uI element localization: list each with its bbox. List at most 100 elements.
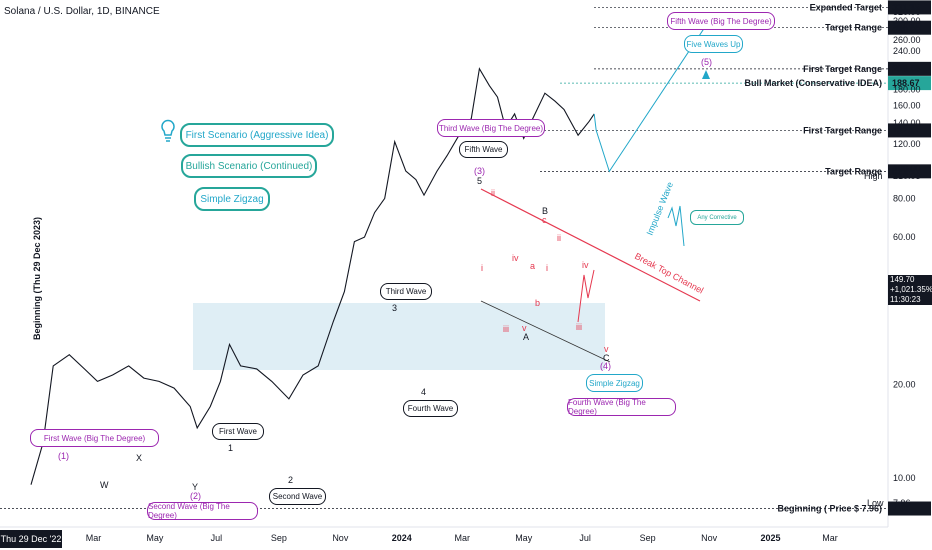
wave-label-1-big: (1) (58, 451, 69, 461)
level-label-0: Expanded Target (810, 2, 882, 12)
level-label-5: Target Range (825, 166, 882, 176)
beginning-vertical-label: Beginning (Thu 29 Dec 2023) (32, 217, 42, 340)
scenario-box-zigzag: Simple Zigzag (194, 187, 270, 211)
simple-zigzag-box: Simple Zigzag (586, 374, 643, 392)
start-date-tag: Thu 29 Dec '22 (0, 530, 62, 548)
x-tick-11: 2025 (761, 533, 781, 543)
subwave-iii-left: iii (503, 324, 509, 334)
five-waves-up-box: Five Waves Up (684, 35, 743, 53)
subwave-v-mid: v (522, 323, 527, 333)
subwave-iii-right: iii (576, 322, 582, 332)
first-wave-small-box: First Wave (212, 423, 264, 440)
y-tick-5: 100.00 (893, 163, 921, 173)
fourth-wave-big-box: Fourth Wave (Big The Degree) (567, 398, 676, 416)
level-price-tag-6 (888, 501, 931, 516)
x-tick-2: Jul (211, 533, 223, 543)
second-wave-small-box: Second Wave (269, 488, 326, 505)
level-price-value-1: 284.94 (892, 23, 920, 33)
fourth-wave-small-box: Fourth Wave (403, 400, 458, 417)
x-tick-5: 2024 (392, 533, 412, 543)
level-price-value-2: 209.79 (892, 64, 920, 74)
projection-arrowhead (702, 70, 710, 79)
level-label-3: Bull Market (Conservative IDEA) (744, 78, 882, 88)
x-tick-10: Nov (701, 533, 718, 543)
subwave-ii-top: ii (491, 188, 495, 198)
level-price-value-4: 132.67 (892, 125, 920, 135)
top-channel-line (480, 188, 701, 302)
level-price-tag-3 (888, 76, 931, 91)
y-tick-4: 80.00 (893, 193, 916, 203)
level-price-value-3: 188.67 (892, 78, 920, 88)
wave-label-2: 2 (288, 475, 293, 485)
x-tick-3: Sep (271, 533, 287, 543)
chart-title: Solana / U.S. Dollar, 1D, BINANCE (4, 6, 160, 17)
wave-label-y: Y (192, 482, 198, 492)
wave-label-a: A (523, 332, 529, 342)
wave-label-b: B (542, 206, 548, 216)
y-tick-7: 140.00 (893, 118, 921, 128)
y-tick-0: 10.00 (893, 473, 916, 483)
level-price-tag-1 (888, 20, 931, 35)
subwave-v-right: v (604, 344, 609, 354)
low-label: Low (867, 498, 884, 508)
scenario-box-bullish: Bullish Scenario (Continued) (181, 154, 317, 178)
subwave-iv-left: iv (512, 253, 519, 263)
x-tick-4: Nov (332, 533, 349, 543)
x-tick-7: May (515, 533, 533, 543)
y-tick-15: 320.00 (893, 7, 921, 17)
y-tick-8: 160.00 (893, 100, 921, 110)
y-tick-11: 240.00 (893, 46, 921, 56)
fifth-wave-big-box: Fifth Wave (Big The Degree) (667, 12, 775, 30)
level-label-2: First Target Range (803, 64, 882, 74)
level-price-tag-0 (888, 0, 931, 15)
y-tick-12: 260.00 (893, 35, 921, 45)
level-price-value-0: 331.35 (892, 2, 920, 12)
subwave-i-right: i (546, 263, 548, 273)
scenario-box-aggressive: First Scenario (Aggressive Idea) (180, 123, 334, 147)
y-tick-9: 180.00 (893, 84, 921, 94)
low-value: 7.96 (893, 498, 911, 508)
bottom-channel-line (480, 300, 611, 363)
consolidation-zone (193, 303, 605, 370)
y-tick-6: 120.00 (893, 139, 921, 149)
y-tick-14: 300.00 (893, 16, 921, 26)
wave-label-x: X (136, 453, 142, 463)
lightbulb-icon (161, 119, 175, 142)
level-price-value-5: 97.84 (892, 166, 915, 176)
corrective-sketch (667, 205, 685, 247)
x-tick-9: Sep (640, 533, 656, 543)
first-wave-big-box: First Wave (Big The Degree) (30, 429, 159, 447)
current-price-value: 149.70 (890, 275, 915, 284)
x-tick-1: May (146, 533, 164, 543)
y-tick-3: 60.00 (893, 232, 916, 242)
subwave-a: a (530, 261, 535, 271)
subwave-b: b (535, 298, 540, 308)
wave-label-4-big: (4) (600, 361, 611, 371)
x-tick-6: Mar (454, 533, 470, 543)
subwave-c: c (542, 215, 547, 225)
x-tick-0: Mar (86, 533, 102, 543)
y-tick-10: 210.03 (893, 64, 921, 74)
wave-label-3-big: (3) (474, 166, 485, 176)
wave-label-5: 5 (477, 176, 482, 186)
any-corrective-box: Any Corrective (690, 210, 744, 225)
high-value: 210.03 (893, 171, 921, 181)
price-change-value: +1,021.35% (890, 285, 932, 294)
level-label-4: First Target Range (803, 125, 882, 135)
wave-label-3: 3 (392, 303, 397, 313)
x-tick-12: Mar (822, 533, 838, 543)
bar-countdown-value: 11:30:23 (890, 295, 921, 304)
subwave-iv-right: iv (582, 260, 589, 270)
level-price-tag-5 (888, 164, 931, 179)
y-tick-1: 20.00 (893, 380, 916, 390)
level-price-tag-4 (888, 123, 931, 138)
wave-label-4: 4 (421, 387, 426, 397)
subwave-zigzag (577, 269, 595, 323)
subwave-ii-right: ii (557, 233, 561, 243)
x-tick-8: Jul (579, 533, 591, 543)
price-line (30, 67, 595, 485)
wave-label-2-big: (2) (190, 491, 201, 501)
fifth-wave-small-box: Fifth Wave (459, 141, 508, 158)
